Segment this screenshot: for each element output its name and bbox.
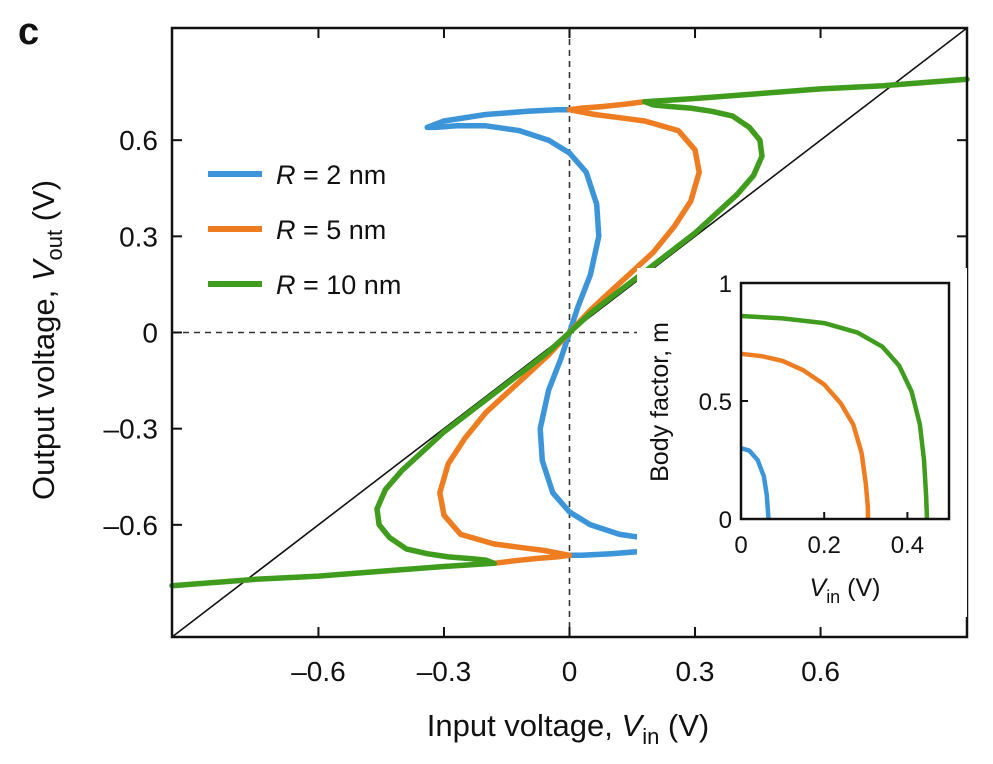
x-tick-label: 0.6 <box>801 656 840 687</box>
inset-x-axis-label: Vin (V) <box>810 574 881 607</box>
x-axis-label-sub: in <box>642 724 659 749</box>
x-axis-label-var: V <box>622 708 646 743</box>
y-axis-label-prefix: Output voltage, <box>26 281 61 500</box>
inset-series-r5-line <box>740 351 871 519</box>
legend-label-r2: R = 2 nm <box>276 160 386 190</box>
y-tick-label: 0 <box>142 318 158 349</box>
legend-item-r10: R = 10 nm <box>208 270 401 300</box>
y-tick-label: 0.6 <box>119 125 158 156</box>
main-curves <box>169 27 970 638</box>
inset-y-tick-label: 0 <box>719 507 732 534</box>
y-tick-label: –0.6 <box>104 510 159 541</box>
panel-label: c <box>18 11 39 53</box>
inset-background <box>637 268 967 617</box>
x-axis-label-prefix: Input voltage, <box>427 708 622 743</box>
inset-y-tick-label: 1 <box>719 271 732 298</box>
inset-series-r10-line <box>740 313 930 520</box>
y-axis-label-var: V <box>26 257 61 281</box>
y-axis-label: Output voltage, Vout (V) <box>26 180 67 500</box>
legend-item-r5: R = 5 nm <box>208 215 386 245</box>
legend-item-r2: R = 2 nm <box>208 160 386 190</box>
inset-x-tick-label: 0.4 <box>891 532 924 559</box>
main-ticks: –0.6 –0.3 0 0.3 0.6 –0.6 –0.3 0 0.3 0.6 <box>104 28 967 687</box>
inset-plot: 0 0.2 0.4 0 0.5 1 Body factor, m Vin (V) <box>637 268 967 617</box>
x-tick-label: 0.3 <box>676 656 715 687</box>
inset-x-tick-label: 0.2 <box>808 532 841 559</box>
x-tick-label: –0.3 <box>417 656 472 687</box>
legend: R = 2 nm R = 5 nm R = 10 nm <box>208 160 401 300</box>
inset-x-tick-label: 0 <box>734 532 747 559</box>
x-axis-label: Input voltage, Vin (V) <box>427 708 710 749</box>
y-axis-label-unit: (V) <box>26 180 61 230</box>
inset-y-axis-label: Body factor, m <box>646 322 674 482</box>
y-tick-label: –0.3 <box>104 414 159 445</box>
legend-label-r10: R = 10 nm <box>276 270 401 300</box>
inset-x-axis-label-var: V <box>810 574 829 602</box>
y-tick-label: 0.3 <box>119 221 158 252</box>
x-tick-label: –0.6 <box>291 656 346 687</box>
series-r10-line <box>169 76 970 589</box>
inset-y-tick-label: 0.5 <box>699 389 732 416</box>
legend-label-r5: R = 5 nm <box>276 215 386 245</box>
inset-x-axis-label-sub: in <box>826 587 840 607</box>
x-axis-label-unit: (V) <box>659 708 709 743</box>
inset-series-r2-line <box>740 446 771 520</box>
inset-x-axis-label-unit: (V) <box>840 574 880 602</box>
y-axis-label-sub: out <box>42 230 67 261</box>
x-tick-label: 0 <box>562 656 578 687</box>
main-plot: –0.6 –0.3 0 0.3 0.6 –0.6 –0.3 0 0.3 0.6 <box>104 26 970 687</box>
inset-curves <box>740 313 930 520</box>
inset-ticks: 0 0.2 0.4 0 0.5 1 <box>699 271 924 559</box>
